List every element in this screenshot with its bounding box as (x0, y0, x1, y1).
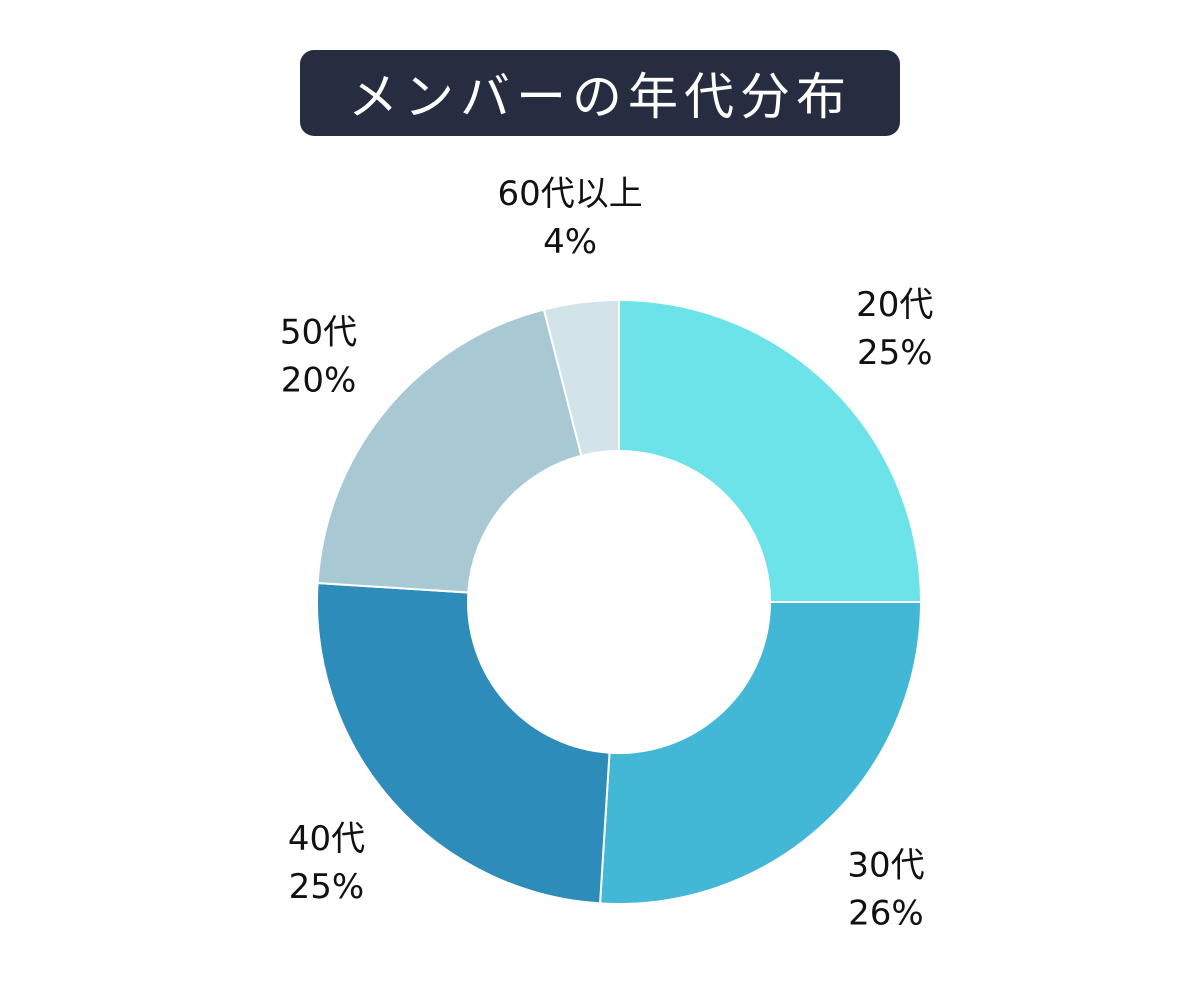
donut-slice-3 (316, 581, 611, 905)
slice-value-label: 4% (543, 222, 597, 262)
slice-value-label: 25% (857, 333, 933, 373)
slice-category-label: 50代 (280, 312, 357, 352)
slice-value-label: 25% (289, 867, 365, 907)
donut-slice-5 (542, 298, 620, 457)
slice-label-5: 60代以上 4% (497, 174, 642, 262)
slice-label-2: 30代 26% (847, 845, 924, 933)
slice-category-label: 20代 (856, 285, 933, 325)
slice-labels: 20代 25%30代 26%40代 25%50代 20%60代以上 4% (280, 174, 934, 933)
chart-title: メンバーの年代分布 (348, 68, 852, 126)
donut-slice-4 (316, 308, 583, 594)
donut-slice-2 (598, 601, 923, 905)
slice-category-label: 60代以上 (497, 174, 642, 214)
slice-value-label: 26% (848, 893, 924, 933)
slice-label-3: 40代 25% (288, 819, 365, 907)
chart-title-box: メンバーの年代分布 (300, 50, 900, 136)
slice-label-4: 50代 20% (280, 312, 357, 400)
donut-slices (316, 298, 923, 905)
slice-value-label: 20% (281, 360, 357, 400)
slice-category-label: 40代 (288, 819, 365, 859)
slice-category-label: 30代 (847, 845, 924, 885)
slice-label-1: 20代 25% (856, 285, 933, 373)
donut-slice-1 (618, 298, 923, 603)
